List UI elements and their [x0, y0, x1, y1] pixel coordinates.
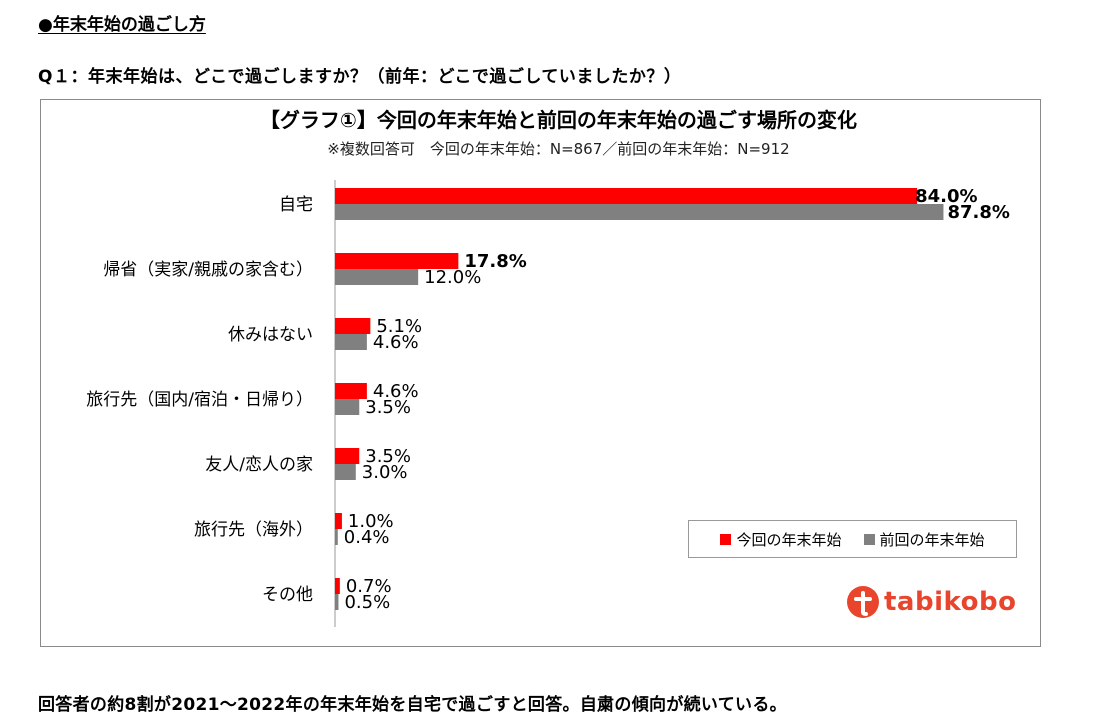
bar-current [335, 188, 918, 204]
bar-previous [335, 204, 944, 220]
data-label-current: 5.1% [376, 316, 422, 337]
data-label-current: 1.0% [348, 511, 394, 532]
bar-previous [335, 399, 360, 415]
tabikobo-logo: tabikobo [846, 582, 1016, 622]
footer-note: 回答者の約8割が2021～2022年の年末年始を自宅で過ごすと回答。自粛の傾向が… [38, 695, 787, 715]
chart-legend: 今回の年末年始 前回の年末年始 [688, 520, 1017, 558]
category-label: 帰省（実家/親戚の家含む） [103, 260, 313, 280]
data-label-previous: 0.4% [344, 527, 390, 548]
tabikobo-logo-icon [847, 586, 879, 618]
category-label: その他 [262, 585, 313, 605]
data-label-current: 3.5% [365, 446, 411, 467]
data-label-current: 0.7% [346, 576, 392, 597]
data-label-previous: 0.5% [344, 592, 390, 613]
category-label: 旅行先（国内/宿泊・日帰り） [86, 390, 313, 410]
category-label: 自宅 [279, 195, 313, 215]
bar-current [335, 253, 459, 269]
section-title: ●年末年始の過ごし方 [38, 15, 206, 35]
legend-swatch-current [720, 533, 732, 545]
data-label-previous: 12.0% [424, 267, 481, 288]
bar-current [335, 513, 342, 529]
data-label-current: 84.0% [915, 186, 977, 207]
data-label-previous: 4.6% [373, 332, 419, 353]
legend-label-previous: 前回の年末年始 [879, 530, 985, 549]
legend-label-current: 今回の年末年始 [736, 530, 842, 549]
data-label-previous: 3.5% [365, 397, 411, 418]
bar-current [335, 383, 367, 399]
bar-previous [335, 529, 338, 545]
legend-swatch-previous [863, 533, 875, 545]
data-label-current: 17.8% [464, 251, 526, 272]
question-text: Q１：年末年始は、どこで過ごしますか？（前年：どこで過ごしていましたか？） [38, 67, 682, 87]
category-label: 休みはない [228, 325, 313, 345]
legend-item-current: 今回の年末年始 [720, 529, 842, 550]
data-label-previous: 87.8% [947, 202, 1009, 223]
bar-current [335, 578, 340, 594]
chart-subtitle: ※複数回答可 今回の年末年始：N=867／前回の年末年始：N=912 [327, 140, 790, 158]
chart-title: 【グラフ①】今回の年末年始と前回の年末年始の過ごす場所の変化 [259, 108, 858, 132]
tabikobo-logo-text: tabikobo [884, 587, 1017, 617]
category-label: 友人/恋人の家 [205, 454, 313, 475]
bar-previous [335, 334, 367, 350]
bar-current [335, 448, 360, 464]
category-label: 旅行先（海外） [194, 520, 313, 540]
bar-previous [335, 269, 419, 285]
data-label-previous: 3.0% [362, 462, 408, 483]
legend-item-previous: 前回の年末年始 [863, 529, 985, 550]
bar-current [335, 318, 371, 334]
data-label-current: 4.6% [373, 381, 419, 402]
bar-previous [335, 594, 339, 610]
bar-previous [335, 464, 356, 480]
